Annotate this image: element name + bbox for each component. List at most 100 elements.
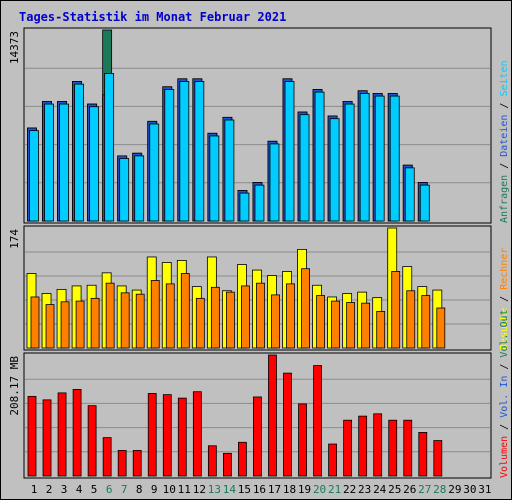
bar-rechner-day-5 <box>90 297 100 349</box>
legend-besuche: Besuche <box>499 308 510 350</box>
bar-rechner-day-3 <box>60 301 70 349</box>
bar-seiten-day-11 <box>179 81 190 222</box>
legend-separator: / <box>499 290 510 308</box>
bar-rechner-day-21 <box>331 300 341 349</box>
bar-volumen-day-15 <box>238 441 247 477</box>
legend-anfragen: Anfragen <box>499 175 510 223</box>
x-tick-label-day-2: 2 <box>46 483 53 496</box>
x-tick-label-day-15: 15 <box>238 483 251 496</box>
x-tick-label-day-16: 16 <box>253 483 266 496</box>
legend-separator: / <box>499 157 510 175</box>
bar-volumen-day-3 <box>57 392 67 477</box>
bar-volumen-day-6 <box>102 437 112 477</box>
legend-separator: / <box>499 418 510 436</box>
bar-rechner-day-6 <box>105 282 115 349</box>
bar-seiten-day-17 <box>269 143 280 222</box>
bar-seiten-day-3 <box>59 103 69 222</box>
x-tick-label-day-21: 21 <box>328 483 341 496</box>
bar-seiten-day-26 <box>404 167 415 222</box>
bar-seiten-day-22 <box>344 103 355 222</box>
bar-seiten-day-27 <box>419 184 430 222</box>
bar-rechner-day-26 <box>406 290 416 349</box>
x-tick-label-day-6: 6 <box>106 483 113 496</box>
x-tick-label-day-11: 11 <box>178 483 191 496</box>
bar-rechner-day-9 <box>150 280 160 349</box>
legend-seiten: Seiten <box>499 60 510 96</box>
legend-rechner: Rechner <box>499 248 510 290</box>
x-tick-label-day-20: 20 <box>313 483 326 496</box>
bar-rechner-day-15 <box>241 285 250 349</box>
bar-rechner-day-4 <box>75 300 85 349</box>
bar-volumen-day-16 <box>253 396 262 477</box>
legend-vol-in: Vol. In <box>499 376 510 418</box>
bar-seiten-day-25 <box>389 95 400 222</box>
x-tick-label-day-5: 5 <box>91 483 98 496</box>
bar-rechner-day-10 <box>165 283 175 349</box>
bar-seiten-day-15 <box>239 192 250 222</box>
bar-volumen-day-11 <box>177 397 187 477</box>
chart-title: Tages-Statistik im Monat Februar 2021 <box>19 10 286 24</box>
x-tick-label-day-8: 8 <box>136 483 143 496</box>
bar-volumen-day-10 <box>162 394 172 477</box>
x-tick-label-day-31: 31 <box>478 483 491 496</box>
top-ymax-label: 14373 <box>8 31 21 64</box>
bar-seiten-day-19 <box>299 114 310 222</box>
x-tick-label-day-13: 13 <box>208 483 221 496</box>
x-tick-label-day-18: 18 <box>283 483 296 496</box>
bar-seiten-day-23 <box>359 93 370 222</box>
top-panel: 14373 Anfragen / Dateien / Seiten <box>8 27 510 224</box>
bar-seiten-day-1 <box>29 130 39 222</box>
bar-volumen-day-27 <box>418 432 428 477</box>
bar-volumen-day-2 <box>42 399 52 477</box>
bar-volumen-day-21 <box>328 443 338 477</box>
legend-separator: / <box>499 358 510 376</box>
bar-rechner-day-19 <box>301 268 310 349</box>
bar-volumen-day-18 <box>283 372 292 477</box>
bar-rechner-day-25 <box>391 271 401 349</box>
bar-volumen-day-25 <box>388 419 398 477</box>
bar-rechner-day-11 <box>180 273 190 349</box>
bottom-panel: 208.17 MB Volumen / Vol. In / Vol. Out <box>8 309 510 479</box>
bar-volumen-day-28 <box>433 440 443 477</box>
x-tick-label-day-3: 3 <box>61 483 68 496</box>
bar-seiten-day-13 <box>209 135 220 222</box>
bar-rechner-day-16 <box>256 282 265 349</box>
bar-seiten-day-9 <box>149 123 160 222</box>
x-tick-label-day-28: 28 <box>433 483 446 496</box>
bar-rechner-day-12 <box>195 297 205 349</box>
x-tick-label-day-14: 14 <box>223 483 237 496</box>
x-tick-label-day-26: 26 <box>403 483 416 496</box>
bar-volumen-day-13 <box>207 445 217 477</box>
bar-rechner-day-13 <box>210 286 220 349</box>
legend-dateien: Dateien <box>499 115 510 157</box>
bar-rechner-day-8 <box>135 293 145 349</box>
bar-seiten-day-16 <box>254 184 265 222</box>
x-tick-label-day-25: 25 <box>388 483 401 496</box>
bar-seiten-day-6 <box>104 73 115 222</box>
x-tick-label-day-24: 24 <box>373 483 387 496</box>
x-tick-label-day-12: 12 <box>193 483 206 496</box>
bar-volumen-day-17 <box>268 354 277 477</box>
bar-volumen-day-9 <box>147 393 157 477</box>
bar-rechner-day-24 <box>376 311 386 349</box>
bar-volumen-day-14 <box>222 452 232 477</box>
bar-volumen-day-12 <box>192 391 202 477</box>
bar-seiten-day-4 <box>74 83 84 222</box>
x-tick-label-day-4: 4 <box>76 483 83 496</box>
bar-seiten-day-20 <box>314 91 325 222</box>
bar-volumen-day-5 <box>87 405 97 477</box>
bar-seiten-day-18 <box>284 81 295 222</box>
bar-seiten-day-10 <box>164 89 175 222</box>
bottom-legend: Volumen / Vol. In / Vol. Out <box>499 309 510 478</box>
bar-rechner-day-20 <box>316 295 325 349</box>
bar-rechner-day-14 <box>225 291 235 349</box>
x-tick-label-day-29: 29 <box>448 483 461 496</box>
bar-seiten-day-7 <box>119 158 130 222</box>
bar-seiten-day-24 <box>374 95 385 222</box>
bar-rechner-day-1 <box>30 296 40 349</box>
bar-volumen-day-4 <box>72 388 82 477</box>
bar-volumen-day-23 <box>358 415 368 477</box>
x-tick-label-day-22: 22 <box>343 483 356 496</box>
chart-panels: 14373 Anfragen / Dateien / Seiten 174 Besuc… <box>8 27 510 479</box>
